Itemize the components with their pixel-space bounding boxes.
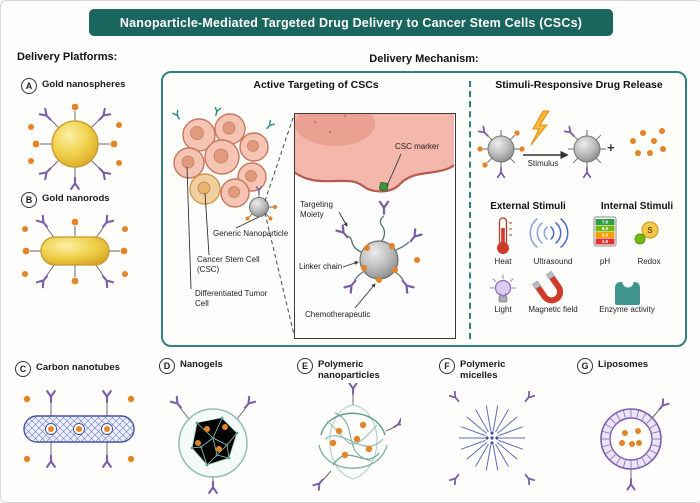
platform-item-gold-nanospheres: A Gold nanospheres <box>21 78 125 94</box>
platform-label-gold-nanospheres: Gold nanospheres <box>42 79 126 90</box>
platform-label-carbon-nanotubes: Carbon nanotubes <box>36 362 120 373</box>
platform-item-polymeric-micelles: F Polymeric micelles <box>439 358 530 382</box>
platform-label-gold-nanorods: Gold nanorods <box>42 193 110 204</box>
enzyme-icon <box>615 282 640 305</box>
title-banner: Nanoparticle-Mediated Targeted Drug Deli… <box>89 9 613 36</box>
platform-label-nanogels: Nanogels <box>180 359 223 370</box>
letter-badge-a: A <box>21 78 37 94</box>
liposome-illustration <box>600 398 670 491</box>
section-divider <box>469 81 471 339</box>
linker-chain-label: Linker chain <box>299 262 343 271</box>
svg-text:5.0: 5.0 <box>602 233 609 238</box>
svg-text:S: S <box>647 226 653 235</box>
chemotherapeutic-label: Chemotherapeutic <box>305 310 371 319</box>
plus-sign: + <box>607 140 615 155</box>
stimulus-label: Stimulus <box>527 159 559 168</box>
page-title: Nanoparticle-Mediated Targeted Drug Deli… <box>119 15 583 30</box>
platform-label-polymeric-nanoparticles: Polymeric nanoparticles <box>318 359 380 381</box>
csc-marker-shape <box>379 182 389 192</box>
cancer-stem-cell-label: Cancer Stem Cell (CSC) <box>197 255 260 274</box>
gold-nanosphere-illustration <box>28 103 122 190</box>
zoom-inset: CSC marker Targeting Moiety Linker chain… <box>294 113 456 339</box>
redox-icon: S <box>634 221 659 245</box>
carbon-nanotube-illustration <box>23 390 135 468</box>
letter-badge-c: C <box>15 361 31 377</box>
chemotherapeutic-dots <box>361 243 420 283</box>
platform-label-polymeric-micelles: Polymeric micelles <box>460 359 506 381</box>
magnetic-field-caption: Magnetic field <box>528 305 578 314</box>
ph-icon: 7.0 6.0 5.0 4.0 <box>593 216 617 247</box>
nanoparticle-after-stimulus <box>563 125 606 179</box>
letter-badge-g: G <box>577 358 593 374</box>
tumor-cell-cluster <box>172 107 277 221</box>
internal-stimuli-title: Internal Stimuli <box>600 201 674 212</box>
magnetic-field-icon <box>531 270 564 304</box>
stimuli-title: Stimuli-Responsive Drug Release <box>495 79 663 91</box>
letter-badge-f: F <box>439 358 455 374</box>
mechanism-heading: Delivery Mechanism: <box>369 53 479 65</box>
gold-nanorod-illustration <box>22 214 128 289</box>
platform-item-polymeric-nanoparticles: E Polymeric nanoparticles <box>297 358 388 382</box>
stimuli-illustrations: 7.0 6.0 5.0 4.0 S <box>477 110 666 305</box>
platform-item-gold-nanorods: B Gold nanorods <box>21 192 110 208</box>
letter-badge-b: B <box>21 192 37 208</box>
letter-badge-d: D <box>159 358 175 374</box>
released-drug-dots <box>630 128 666 156</box>
polymeric-nanoparticle-illustration <box>312 383 401 491</box>
ultrasound-caption: Ultrasound <box>533 257 573 266</box>
generic-nanoparticle <box>245 186 277 221</box>
generic-nanoparticle-label: Generic Nanoparticle <box>213 229 289 238</box>
heat-caption: Heat <box>494 257 512 266</box>
light-caption: Light <box>494 305 512 314</box>
ultrasound-icon <box>529 218 569 248</box>
platform-item-carbon-nanotubes: C Carbon nanotubes <box>15 361 120 377</box>
svg-text:7.0: 7.0 <box>602 220 609 225</box>
polymeric-micelle-illustration <box>448 390 536 486</box>
nanogel-illustration <box>169 395 257 494</box>
letter-badge-e: E <box>297 358 313 374</box>
enzyme-activity-caption: Enzyme activity <box>599 305 655 314</box>
platform-label-liposomes: Liposomes <box>598 359 649 370</box>
nanoparticle-before-stimulus <box>477 125 525 179</box>
svg-text:4.0: 4.0 <box>602 239 609 244</box>
ph-caption: pH <box>599 257 611 266</box>
csc-marker-label: CSC marker <box>395 142 440 151</box>
differentiated-tumor-cell-label: Differentiated Tumor Cell <box>195 289 268 308</box>
redox-caption: Redox <box>637 257 661 266</box>
external-stimuli-title: External Stimuli <box>490 201 566 212</box>
platform-item-nanogels: D Nanogels <box>159 358 223 374</box>
svg-text:6.0: 6.0 <box>602 226 609 231</box>
targeting-moiety-label: Targeting Moiety <box>300 200 333 219</box>
heat-icon <box>497 217 512 254</box>
csc-marker-line <box>386 153 402 187</box>
platform-item-liposomes: G Liposomes <box>577 358 648 374</box>
inset-illustration <box>295 114 454 309</box>
light-icon <box>489 274 517 303</box>
platforms-heading: Delivery Platforms: <box>17 51 118 63</box>
active-targeting-title: Active Targeting of CSCs <box>253 79 379 91</box>
inset-callout-arrows <box>338 211 376 309</box>
lightning-bolt-icon <box>530 110 550 146</box>
